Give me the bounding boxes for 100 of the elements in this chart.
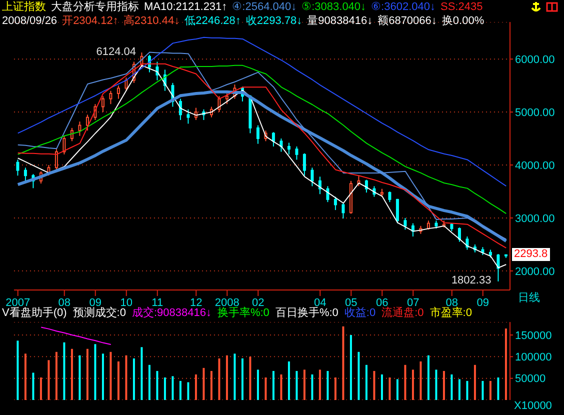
annotation: 2293.8 [512, 248, 550, 262]
bar [442, 370, 445, 400]
text: 市盈率:0 [430, 306, 472, 320]
bar [458, 379, 460, 400]
bar [55, 352, 58, 400]
bar [474, 364, 476, 400]
y-tick-label: 5000.00 [515, 106, 555, 119]
bar [272, 370, 274, 400]
candlestick [186, 108, 190, 124]
bar [482, 380, 484, 400]
line-series [17, 64, 507, 214]
y-tick-label: 4000.00 [515, 160, 555, 172]
bar [187, 382, 190, 400]
chart-title: V看盘助手(0) [2, 306, 67, 320]
bar [140, 347, 143, 400]
candlestick [496, 253, 500, 282]
bar [234, 354, 236, 400]
line-series [40, 326, 112, 346]
bar [497, 377, 500, 400]
annotation: 低2246.28↑ [184, 14, 241, 28]
bar [24, 354, 26, 400]
bar [179, 380, 182, 400]
bar [210, 370, 212, 400]
bar [296, 370, 298, 400]
text: 预测成交:0 [72, 306, 126, 320]
candlestick [396, 198, 399, 224]
bar [365, 364, 368, 400]
bar [264, 377, 267, 400]
text: ⑤:3083.040↓ [302, 0, 366, 14]
text: 流通盘:0 [382, 306, 424, 320]
candlestick [466, 236, 469, 250]
candlestick [404, 217, 407, 230]
bar [78, 355, 81, 400]
bar [110, 352, 112, 400]
bar [396, 379, 398, 400]
bar [48, 360, 50, 400]
bar [334, 377, 336, 400]
candlestick [54, 148, 58, 170]
bar [194, 374, 197, 400]
candlestick [388, 190, 392, 203]
x-tick-label: 09 [476, 296, 489, 309]
bar [358, 352, 360, 400]
candlestick [295, 146, 298, 160]
candlestick [310, 167, 314, 187]
bar [504, 328, 507, 400]
candlestick [194, 107, 198, 120]
bar [249, 356, 252, 400]
annotation: 高2310.44↓ [123, 14, 180, 28]
candlestick [342, 202, 345, 219]
annotation: 1802.33 [451, 274, 492, 286]
line-series [17, 36, 507, 187]
bar [148, 364, 150, 400]
bar [420, 361, 422, 400]
bar [404, 364, 406, 400]
bar [40, 377, 42, 400]
bar [156, 370, 158, 400]
bar [164, 377, 166, 400]
bar [172, 376, 174, 400]
candlestick [86, 114, 89, 132]
y-axis-title: X10000 [514, 400, 552, 413]
bar [280, 374, 282, 400]
bar [373, 370, 376, 400]
bar [132, 358, 135, 400]
annotation: 收2293.78↓ [246, 14, 302, 28]
text: 收益:0 [344, 306, 376, 320]
text: MA10:2121.231↑ [144, 0, 228, 14]
annotation: 量90838416↓ [307, 14, 373, 28]
candlestick [178, 98, 182, 120]
bar [450, 374, 453, 400]
x-tick-label: 11 [152, 296, 164, 309]
bar [256, 370, 259, 400]
candlestick [256, 124, 260, 144]
annotation: 6124.04 [96, 46, 136, 58]
annotation: 换0.00% [442, 14, 484, 28]
bar [427, 355, 430, 400]
candlestick [302, 152, 306, 176]
y-tick-label: 2000.00 [515, 266, 555, 278]
text: 换手率%:0 [217, 306, 270, 320]
bar [86, 348, 88, 400]
y-tick-label: 50000 [515, 373, 546, 386]
annotation: 额6870066↓ [378, 14, 437, 28]
bar [435, 370, 438, 400]
x-tick-label: 02 [252, 296, 264, 309]
candlestick [116, 85, 120, 100]
candlestick [62, 135, 66, 155]
chart-subtitle: 大盘分析专用指标 [51, 0, 139, 14]
text: SS:2435 [440, 0, 483, 14]
x-tick-label: 12 [190, 296, 202, 309]
bar [94, 344, 96, 400]
annotation: 2008/09/26 [2, 14, 58, 28]
bar [16, 340, 19, 400]
y-tick-label: 6000.00 [515, 54, 555, 66]
text: 百日换手%:0 [275, 306, 338, 320]
bar [350, 335, 352, 400]
y-tick-label: 150000 [515, 330, 552, 342]
y-tick-label: 100000 [515, 352, 552, 364]
candlestick [16, 159, 20, 176]
bar [117, 361, 120, 400]
bar [489, 380, 492, 400]
text: 日线 [518, 291, 540, 305]
